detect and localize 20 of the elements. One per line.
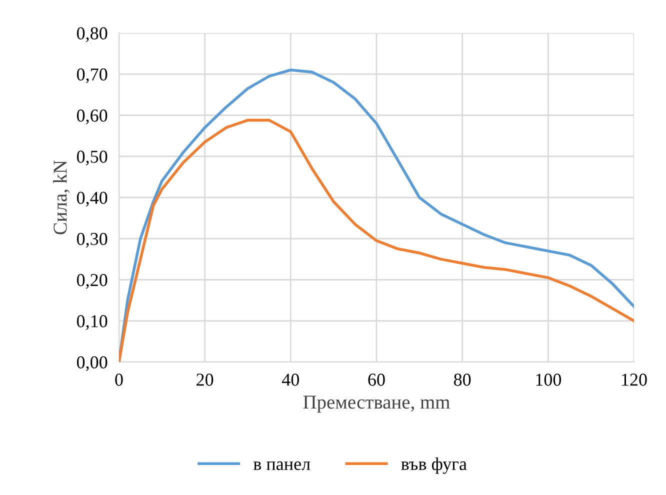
legend-label: във фуга [401, 457, 467, 474]
y-tick-label: 0,40 [76, 192, 108, 207]
x-tick-label: 100 [536, 374, 562, 386]
x-tick-label: 40 [282, 374, 300, 386]
y-tick-label: 0,00 [76, 356, 108, 372]
x-tick-label: 60 [368, 374, 385, 386]
y-tick-label: 0,50 [76, 150, 108, 166]
y-tick-label: 0,10 [76, 315, 108, 330]
x-tick-label: 20 [196, 374, 214, 386]
y-tick-label: 0,20 [76, 274, 108, 289]
x-tick-label: 120 [622, 374, 647, 386]
x-tick-label: 0 [115, 374, 123, 386]
legend-label: в панел [253, 461, 310, 470]
x-tick-label: 80 [454, 374, 471, 386]
y-axis-title: Сила, kN [53, 160, 70, 234]
y-tick-label: 0,60 [76, 110, 108, 124]
y-tick-label: 0,70 [76, 68, 108, 84]
y-tick-label: 0,80 [76, 27, 108, 42]
x-axis-title: Преместване, mm [303, 396, 450, 413]
y-tick-label: 0,30 [76, 232, 108, 248]
